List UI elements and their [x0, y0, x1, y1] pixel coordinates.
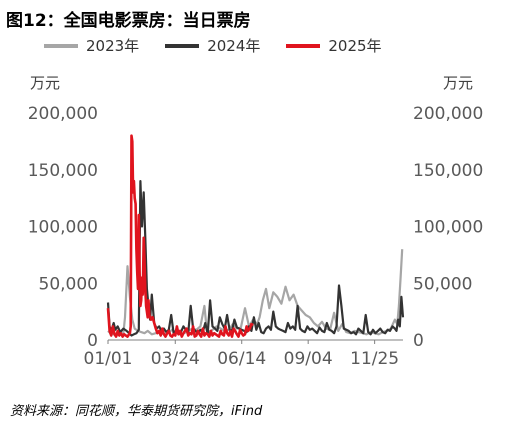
y-tick-label-left: 150,000 — [28, 161, 98, 181]
y-tick-label-right: 150,000 — [413, 161, 483, 181]
legend: 2023年 2024年 2025年 — [44, 35, 382, 56]
legend-label: 2025年 — [328, 37, 382, 55]
y-tick-label-right: 200,000 — [413, 104, 483, 124]
source-note: 资料来源：同花顺，华泰期货研究院，iFind — [10, 404, 263, 419]
x-tick-label: 03/24 — [151, 349, 200, 369]
axes: 0 0 50,000 50,000 100,000 100,000 150,000 150,0… — [28, 104, 484, 369]
y-tick-label-right: 100,000 — [413, 218, 483, 238]
y-axis-right-unit: 万元 — [443, 74, 474, 92]
series-line-2025年 — [106, 134, 254, 338]
y-tick-label-left: 200,000 — [28, 104, 98, 124]
y-tick-label-left: 50,000 — [39, 274, 98, 294]
series-line-2024年 — [106, 180, 405, 337]
y-tick-label-right: 50,000 — [413, 274, 472, 294]
x-tick-label: 09/04 — [284, 349, 333, 369]
x-tick-label: 06/14 — [217, 349, 266, 369]
y-axis-left-unit: 万元 — [30, 74, 61, 92]
legend-item: 2023年 — [44, 35, 139, 56]
legend-swatch — [44, 43, 78, 48]
legend-item: 2024年 — [165, 35, 260, 56]
y-tick-label-left: 100,000 — [28, 218, 98, 238]
chart-title: 图12：全国电影票房：当日票房 — [6, 11, 251, 31]
legend-swatch — [286, 43, 321, 48]
series-line-2023年 — [107, 249, 404, 336]
y-tick-label-right: 0 — [413, 331, 424, 351]
y-tick-label-left: 0 — [87, 331, 98, 351]
legend-item: 2025年 — [286, 35, 382, 56]
x-tick-label: 11/25 — [350, 349, 399, 369]
legend-label: 2023年 — [86, 37, 140, 55]
x-tick-label: 01/01 — [84, 349, 133, 369]
legend-swatch — [165, 43, 200, 48]
legend-label: 2024年 — [207, 37, 261, 55]
plot-area — [106, 134, 405, 338]
